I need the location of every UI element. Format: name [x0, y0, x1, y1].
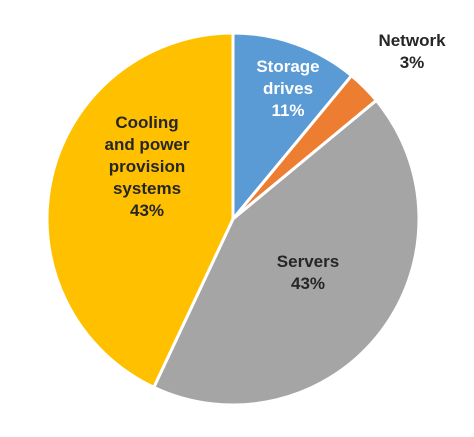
- slice-name-line: systems: [113, 179, 181, 198]
- slice-percent-label: 43%: [291, 274, 325, 293]
- slice-name-line: Network: [378, 31, 446, 50]
- slice-servers: [152, 98, 421, 407]
- slice-label-network: Network 3%: [378, 31, 446, 72]
- labels-layer: Storage drives 11%Network 3%Servers 43%Cooli…: [104, 31, 446, 293]
- slice-name-line: Cooling: [115, 113, 178, 132]
- slice-percent-label: 11%: [271, 101, 304, 120]
- slices-layer: [45, 31, 421, 407]
- slice-cooling-and-power: [45, 31, 235, 389]
- slice-name-line: Servers: [277, 252, 339, 271]
- slice-name-line: provision: [109, 157, 186, 176]
- slice-label-storage-drives: Storage drives 11%: [256, 57, 319, 120]
- slice-storage-drives: [231, 31, 354, 221]
- slice-percent-label: 43%: [130, 201, 164, 220]
- slice-label-servers: Servers 43%: [277, 252, 339, 293]
- slice-percent-label: 3%: [400, 53, 425, 72]
- slice-label-cooling-and-power: Cooling and power provision systems 43%: [104, 113, 189, 220]
- slice-name-line: and power: [104, 135, 189, 154]
- slice-name-line: drives: [263, 79, 313, 98]
- slice-name-line: Storage: [256, 57, 319, 76]
